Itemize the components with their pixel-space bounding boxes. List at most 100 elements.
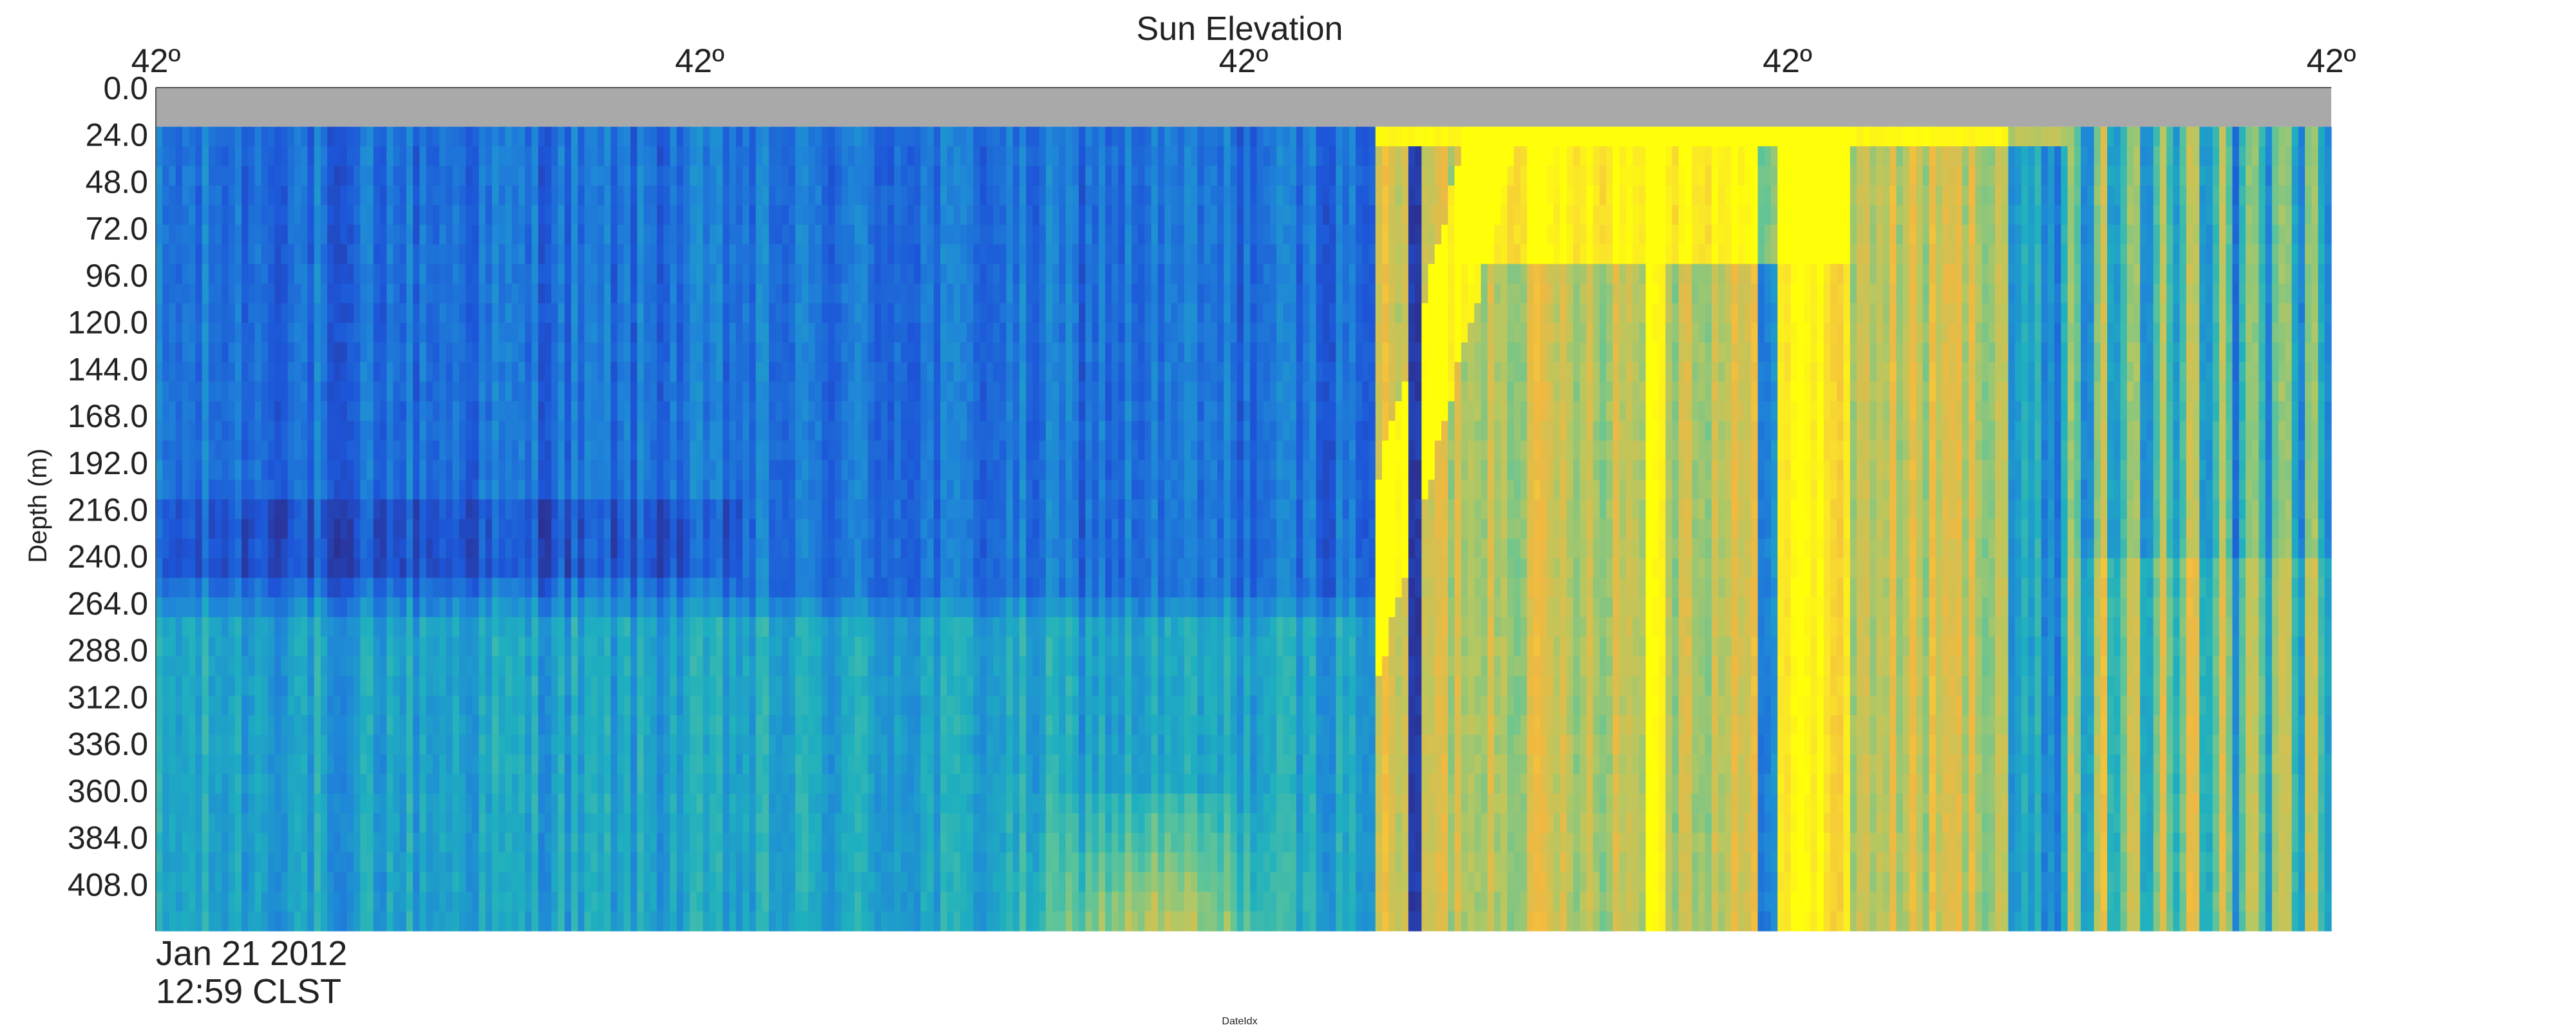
heatmap-cell (380, 892, 387, 912)
heatmap-cell (782, 146, 790, 167)
heatmap-cell (874, 577, 882, 598)
heatmap-cell (716, 519, 723, 539)
heatmap-cell (354, 519, 361, 539)
heatmap-cell (169, 381, 176, 402)
heatmap-cell (768, 361, 776, 383)
heatmap-cell (663, 734, 671, 755)
heatmap-cell (690, 695, 697, 716)
heatmap-cell (242, 774, 249, 794)
heatmap-cell (287, 617, 295, 637)
heatmap-cell (848, 734, 855, 755)
heatmap-cell (505, 558, 513, 579)
heatmap-cell (578, 577, 585, 598)
heatmap-cell (268, 656, 275, 676)
heatmap-cell (346, 813, 354, 834)
heatmap-cell (439, 146, 446, 167)
heatmap-cell (354, 361, 361, 383)
heatmap-cell (525, 460, 533, 481)
heatmap-cell (386, 342, 394, 363)
heatmap-cell (169, 361, 176, 383)
heatmap-cell (419, 813, 427, 834)
heatmap-cell (835, 676, 842, 696)
heatmap-cell (940, 519, 947, 539)
heatmap-cell (735, 793, 743, 814)
heatmap-cell (841, 303, 849, 323)
heatmap-cell (933, 224, 941, 245)
heatmap-cell (591, 224, 598, 245)
heatmap-cell (703, 401, 710, 421)
heatmap-cell (360, 126, 368, 147)
heatmap-cell (320, 401, 328, 421)
heatmap-cell (439, 539, 446, 559)
heatmap-cell (795, 126, 802, 147)
heatmap-cell (551, 813, 559, 834)
heatmap-cell (861, 421, 869, 441)
heatmap-cell (874, 185, 882, 206)
heatmap-cell (327, 342, 334, 363)
heatmap-cell (920, 421, 928, 441)
heatmap-cell (848, 637, 855, 657)
heatmap-cell (795, 460, 802, 481)
heatmap-cell (222, 597, 229, 618)
heatmap-cell (360, 539, 368, 559)
heatmap-cell (175, 440, 183, 461)
heatmap-cell (749, 283, 757, 304)
heatmap-cell (254, 656, 262, 676)
heatmap-cell (920, 303, 928, 323)
heatmap-cell (630, 637, 638, 657)
heatmap-cell (406, 892, 413, 912)
heatmap-cell (525, 676, 533, 696)
heatmap-cell (743, 126, 750, 147)
heatmap-cell (920, 597, 928, 618)
heatmap-cell (690, 361, 697, 383)
heatmap-cell (301, 695, 308, 716)
heatmap-cell (274, 539, 282, 559)
heatmap-cell (498, 637, 506, 657)
heatmap-cell (709, 283, 717, 304)
heatmap-cell (439, 892, 446, 912)
heatmap-cell (354, 283, 361, 304)
heatmap-cell (683, 852, 690, 873)
heatmap-cell (755, 283, 763, 304)
heatmap-cell (564, 892, 572, 912)
heatmap-cell (637, 166, 645, 186)
heatmap-cell (478, 421, 486, 441)
heatmap-cell (716, 460, 723, 481)
heatmap-cell (406, 676, 413, 696)
heatmap-cell (531, 637, 539, 657)
heatmap-cell (861, 872, 869, 892)
heatmap-cell (696, 479, 704, 500)
heatmap-cell (175, 754, 183, 775)
heatmap-cell (551, 401, 559, 421)
heatmap-cell (762, 421, 770, 441)
heatmap-cell (294, 440, 301, 461)
heatmap-cell (940, 539, 947, 559)
heatmap-cell (242, 126, 249, 147)
heatmap-cell (215, 892, 222, 912)
heatmap-cell (551, 283, 559, 304)
heatmap-cell (815, 892, 822, 912)
heatmap-cell (709, 832, 717, 853)
heatmap-cell (413, 597, 421, 618)
heatmap-cell (202, 734, 209, 755)
heatmap-cell (584, 166, 592, 186)
heatmap-cell (169, 421, 176, 441)
heatmap-cell (446, 460, 453, 481)
heatmap-cell (261, 303, 269, 323)
heatmap-cell (604, 342, 611, 363)
heatmap-cell (182, 892, 189, 912)
heatmap-cell (189, 421, 196, 441)
heatmap-cell (156, 499, 163, 520)
heatmap-cell (386, 499, 394, 520)
heatmap-cell (452, 754, 460, 775)
heatmap-cell (907, 342, 914, 363)
heatmap-cell (716, 401, 723, 421)
heatmap-cell (650, 205, 658, 225)
heatmap-cell (656, 323, 664, 343)
heatmap-cell (254, 695, 262, 716)
heatmap-cell (373, 224, 381, 245)
heatmap-cell (815, 597, 822, 618)
heatmap-cell (334, 342, 341, 363)
heatmap-cell (735, 185, 743, 206)
heatmap-cell (874, 892, 882, 912)
